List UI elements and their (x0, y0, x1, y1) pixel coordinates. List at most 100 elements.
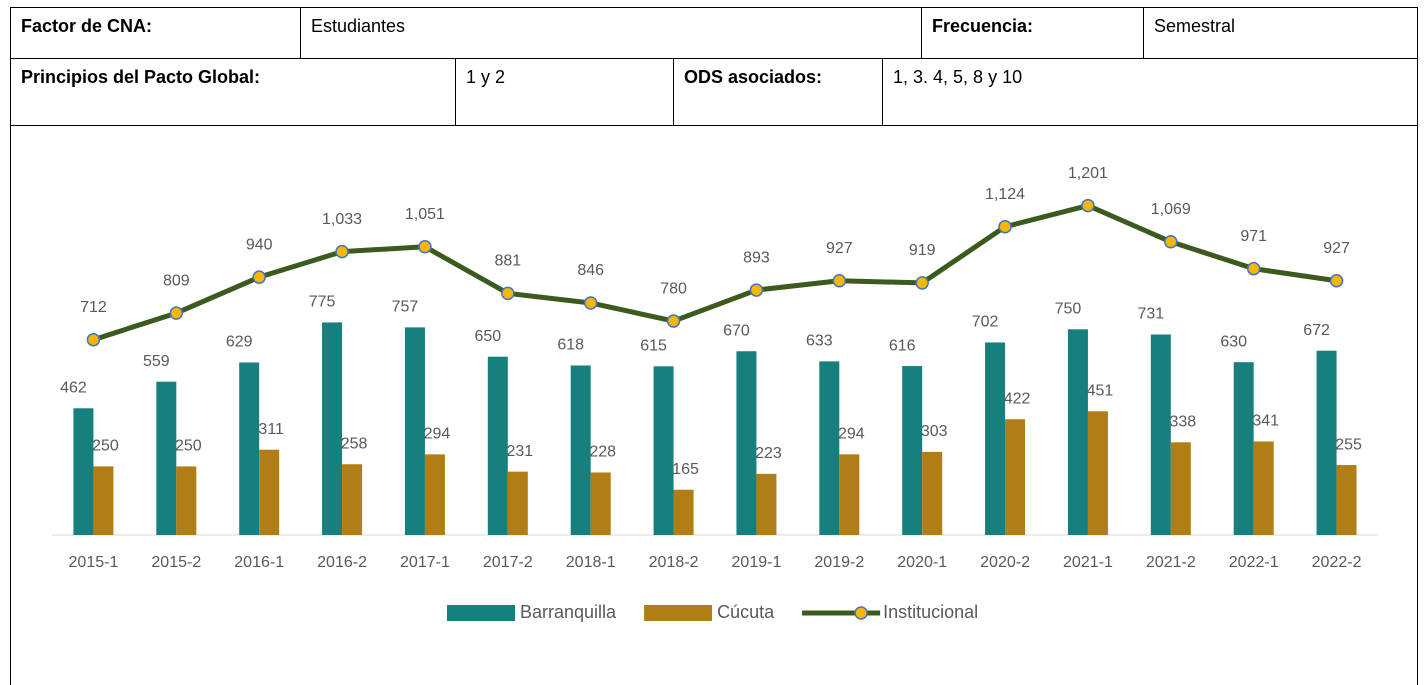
x-tick-label: 2019-1 (732, 554, 782, 571)
data-label: 250 (92, 438, 119, 455)
bar (73, 408, 94, 535)
data-label: 255 (1335, 436, 1362, 453)
bar (736, 351, 757, 535)
data-label: 165 (672, 461, 699, 478)
marker (1246, 261, 1261, 276)
x-tick-label: 2022-2 (1312, 554, 1362, 571)
bar (1253, 441, 1274, 535)
marker (583, 296, 598, 310)
marker (252, 270, 266, 284)
bar (1005, 419, 1026, 535)
bar (507, 471, 528, 535)
legend-swatch (644, 605, 713, 621)
bar (590, 472, 611, 535)
bar (424, 454, 445, 535)
bar (819, 361, 840, 535)
bar (1170, 442, 1191, 535)
data-label: 228 (589, 444, 616, 461)
bar (342, 464, 363, 535)
data-label: 1,201 (1068, 165, 1108, 182)
bar (1316, 350, 1337, 535)
x-tick-label: 2018-1 (566, 554, 616, 571)
data-label: 615 (640, 338, 667, 355)
marker (915, 276, 929, 290)
line (92, 203, 1337, 343)
bar (156, 381, 177, 535)
data-label: 809 (163, 272, 190, 289)
x-tick-label: 2020-2 (980, 554, 1030, 571)
marker (998, 219, 1012, 234)
marker (1329, 273, 1344, 288)
x-tick-label: 2016-2 (317, 554, 367, 571)
data-label: 294 (424, 426, 451, 443)
marker (86, 332, 101, 347)
data-label: 670 (723, 322, 750, 339)
bar (1233, 362, 1254, 535)
marker (335, 244, 349, 259)
data-label: 1,051 (405, 206, 445, 223)
data-label: 757 (392, 299, 419, 316)
bar (653, 366, 674, 535)
data-label: 616 (889, 337, 916, 354)
x-tick-label: 2016-1 (234, 554, 284, 571)
data-label: 630 (1220, 333, 1247, 350)
marker (749, 283, 764, 297)
data-label: 294 (838, 426, 865, 443)
legend-label: Barranquilla (520, 602, 617, 622)
data-label: 462 (60, 379, 87, 396)
marker (1164, 235, 1178, 249)
data-label: 927 (826, 240, 853, 257)
data-label: 893 (743, 249, 770, 266)
marker (1081, 198, 1095, 213)
x-tick-label: 2022-1 (1229, 554, 1279, 571)
data-label: 650 (474, 328, 501, 345)
data-label: 629 (226, 334, 253, 351)
bar (673, 489, 694, 535)
bar (322, 322, 343, 535)
bar (902, 366, 923, 535)
data-label: 559 (143, 353, 170, 370)
data-label: 250 (175, 438, 202, 455)
data-label: 731 (1137, 306, 1164, 323)
x-tick-label: 2018-2 (649, 554, 699, 571)
data-label: 1,033 (322, 211, 362, 228)
bar (1087, 411, 1108, 535)
bar (922, 451, 943, 535)
data-label: 940 (246, 236, 273, 253)
x-tick-label: 2015-2 (151, 554, 201, 571)
marker (501, 286, 515, 301)
data-label: 303 (921, 423, 948, 440)
bar (1067, 329, 1088, 535)
bar (239, 362, 260, 535)
data-label: 338 (1169, 414, 1196, 431)
marker (418, 239, 432, 254)
bar (487, 356, 508, 535)
x-tick-label: 2017-1 (400, 554, 450, 571)
data-label: 422 (1004, 390, 1031, 407)
data-label: 750 (1055, 301, 1082, 318)
data-label: 311 (258, 421, 284, 438)
marker (666, 314, 681, 328)
bar (1336, 465, 1357, 535)
marker (832, 273, 847, 288)
data-label: 775 (309, 294, 336, 311)
bar (839, 454, 860, 535)
data-label: 846 (577, 262, 604, 279)
legend-label: Cúcuta (717, 602, 775, 622)
data-label: 780 (660, 280, 687, 297)
data-label: 633 (806, 333, 833, 350)
bar (93, 466, 114, 535)
x-tick-label: 2021-1 (1063, 554, 1113, 571)
x-tick-label: 2019-2 (814, 554, 864, 571)
x-tick-label: 2020-1 (897, 554, 947, 571)
marker (169, 306, 184, 320)
bar (404, 327, 425, 535)
bar (756, 473, 777, 535)
legend-label: Institucional (883, 602, 978, 622)
data-label: 881 (494, 253, 521, 270)
x-tick-label: 2015-1 (69, 554, 119, 571)
bar (570, 365, 591, 535)
data-label: 451 (1087, 383, 1114, 400)
chart-cell (10, 125, 1418, 685)
